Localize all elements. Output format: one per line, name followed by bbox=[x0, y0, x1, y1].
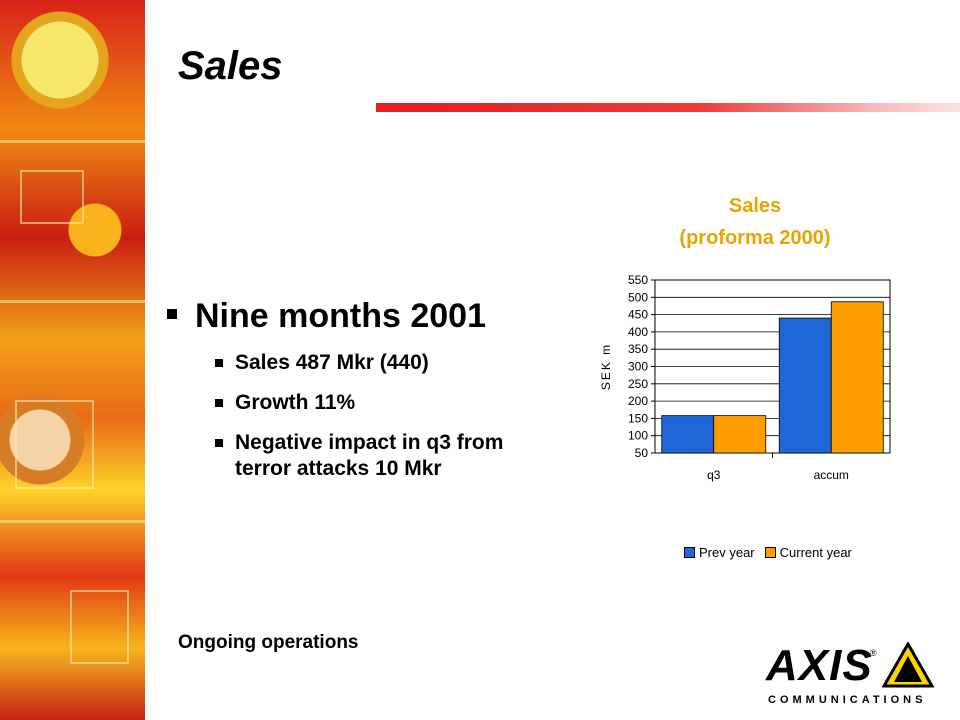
sub-bullet-terror-impact: Negative impact in q3 from terror attack… bbox=[215, 430, 565, 482]
y-tick-label: 300 bbox=[628, 360, 648, 374]
main-bullet: Nine months 2001 bbox=[165, 296, 565, 336]
slide-title: Sales bbox=[178, 44, 283, 88]
footer-note: Ongoing operations bbox=[178, 632, 359, 653]
logo-registered-mark: ® bbox=[870, 648, 877, 658]
y-tick-label: 250 bbox=[628, 377, 648, 391]
legend-label-prev-year: Prev year bbox=[699, 545, 755, 560]
decorative-side-artwork bbox=[0, 0, 145, 720]
title-underline bbox=[376, 103, 960, 112]
bar-prev-year-q3 bbox=[661, 415, 715, 454]
bar-current-year-q3 bbox=[713, 415, 767, 454]
bar-prev-year-accum bbox=[778, 317, 832, 454]
y-tick-label: 500 bbox=[628, 290, 648, 304]
y-axis-label: SEK m bbox=[599, 343, 613, 390]
y-tick-label: 350 bbox=[628, 342, 648, 356]
x-tick-label: accum bbox=[814, 468, 849, 482]
chart-legend: Prev year Current year bbox=[684, 545, 862, 560]
axis-communications-logo: AXIS ® COMMUNICATIONS bbox=[766, 640, 936, 712]
y-tick-label: 200 bbox=[628, 394, 648, 408]
logo-tagline: COMMUNICATIONS bbox=[768, 694, 927, 706]
sub-bullet-growth: Growth 11% bbox=[215, 390, 565, 416]
y-tick-label: 150 bbox=[628, 411, 648, 425]
logo-triangle-icon bbox=[882, 642, 934, 688]
sub-bullet-sales: Sales 487 Mkr (440) bbox=[215, 350, 565, 376]
y-tick-label: 100 bbox=[628, 429, 648, 443]
y-tick-label: 450 bbox=[628, 308, 648, 322]
chart-title-block: Sales (proforma 2000) bbox=[640, 190, 870, 254]
legend-swatch-prev-year bbox=[684, 547, 695, 558]
legend-item-current-year: Current year bbox=[764, 545, 852, 560]
sub-bullet-list: Sales 487 Mkr (440) Growth 11% Negative … bbox=[215, 350, 565, 482]
bar-current-year-accum bbox=[830, 301, 884, 454]
y-tick-label: 50 bbox=[635, 446, 649, 460]
legend-swatch-current-year bbox=[764, 547, 776, 558]
chart-title: Sales bbox=[728, 195, 782, 217]
x-tick-label: q3 bbox=[707, 468, 721, 482]
sales-bar-chart: 50 100 150 200 250 300 350 400 450 500 550 q3 accum S… bbox=[599, 273, 891, 482]
legend-item-prev-year: Prev year bbox=[684, 545, 755, 560]
legend-label-current-year: Current year bbox=[779, 545, 852, 560]
chart-subtitle: (proforma 2000) bbox=[679, 227, 831, 249]
bullet-list: Nine months 2001 Sales 487 Mkr (440) Gro… bbox=[165, 296, 565, 496]
y-tick-label: 400 bbox=[628, 325, 648, 339]
logo-wordmark: AXIS bbox=[766, 641, 873, 690]
y-tick-label: 550 bbox=[628, 273, 648, 287]
